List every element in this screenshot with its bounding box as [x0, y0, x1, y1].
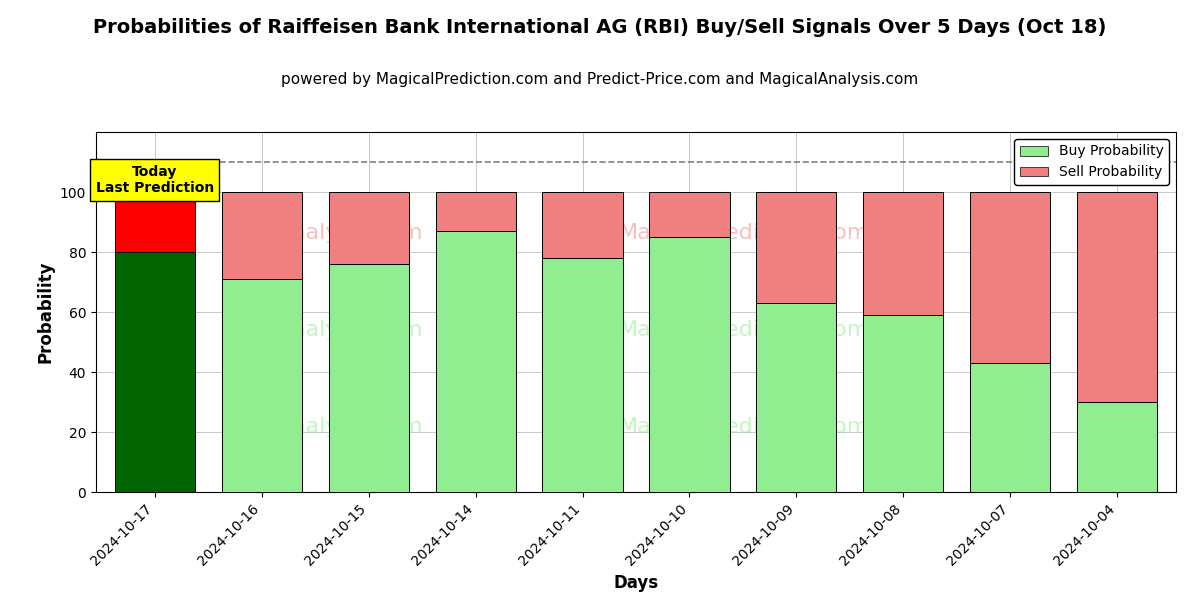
Bar	[436, 192, 516, 231]
Bar	[1078, 192, 1157, 402]
Bar	[756, 192, 836, 303]
Bar	[649, 237, 730, 492]
Bar	[115, 252, 194, 492]
Text: MagicalPrediction.com: MagicalPrediction.com	[619, 417, 869, 437]
Bar	[970, 192, 1050, 363]
Text: MagicalPrediction.com: MagicalPrediction.com	[619, 223, 869, 243]
Legend: Buy Probability, Sell Probability: Buy Probability, Sell Probability	[1014, 139, 1169, 185]
Bar	[863, 315, 943, 492]
Bar	[436, 231, 516, 492]
Y-axis label: Probability: Probability	[36, 261, 54, 363]
Bar	[756, 303, 836, 492]
Text: MagicalPrediction.com: MagicalPrediction.com	[619, 320, 869, 340]
Text: calAnalysis.com: calAnalysis.com	[245, 417, 422, 437]
Bar	[222, 279, 302, 492]
Bar	[329, 192, 409, 264]
Text: calAnalysis.com: calAnalysis.com	[245, 223, 422, 243]
Bar	[222, 192, 302, 279]
Bar	[329, 264, 409, 492]
Bar	[542, 258, 623, 492]
X-axis label: Days: Days	[613, 574, 659, 592]
Text: Probabilities of Raiffeisen Bank International AG (RBI) Buy/Sell Signals Over 5 : Probabilities of Raiffeisen Bank Interna…	[94, 18, 1106, 37]
Bar	[649, 192, 730, 237]
Text: powered by MagicalPrediction.com and Predict-Price.com and MagicalAnalysis.com: powered by MagicalPrediction.com and Pre…	[281, 72, 919, 87]
Bar	[115, 192, 194, 252]
Bar	[1078, 402, 1157, 492]
Bar	[863, 192, 943, 315]
Text: calAnalysis.com: calAnalysis.com	[245, 320, 422, 340]
Bar	[970, 363, 1050, 492]
Bar	[542, 192, 623, 258]
Text: Today
Last Prediction: Today Last Prediction	[96, 165, 214, 195]
